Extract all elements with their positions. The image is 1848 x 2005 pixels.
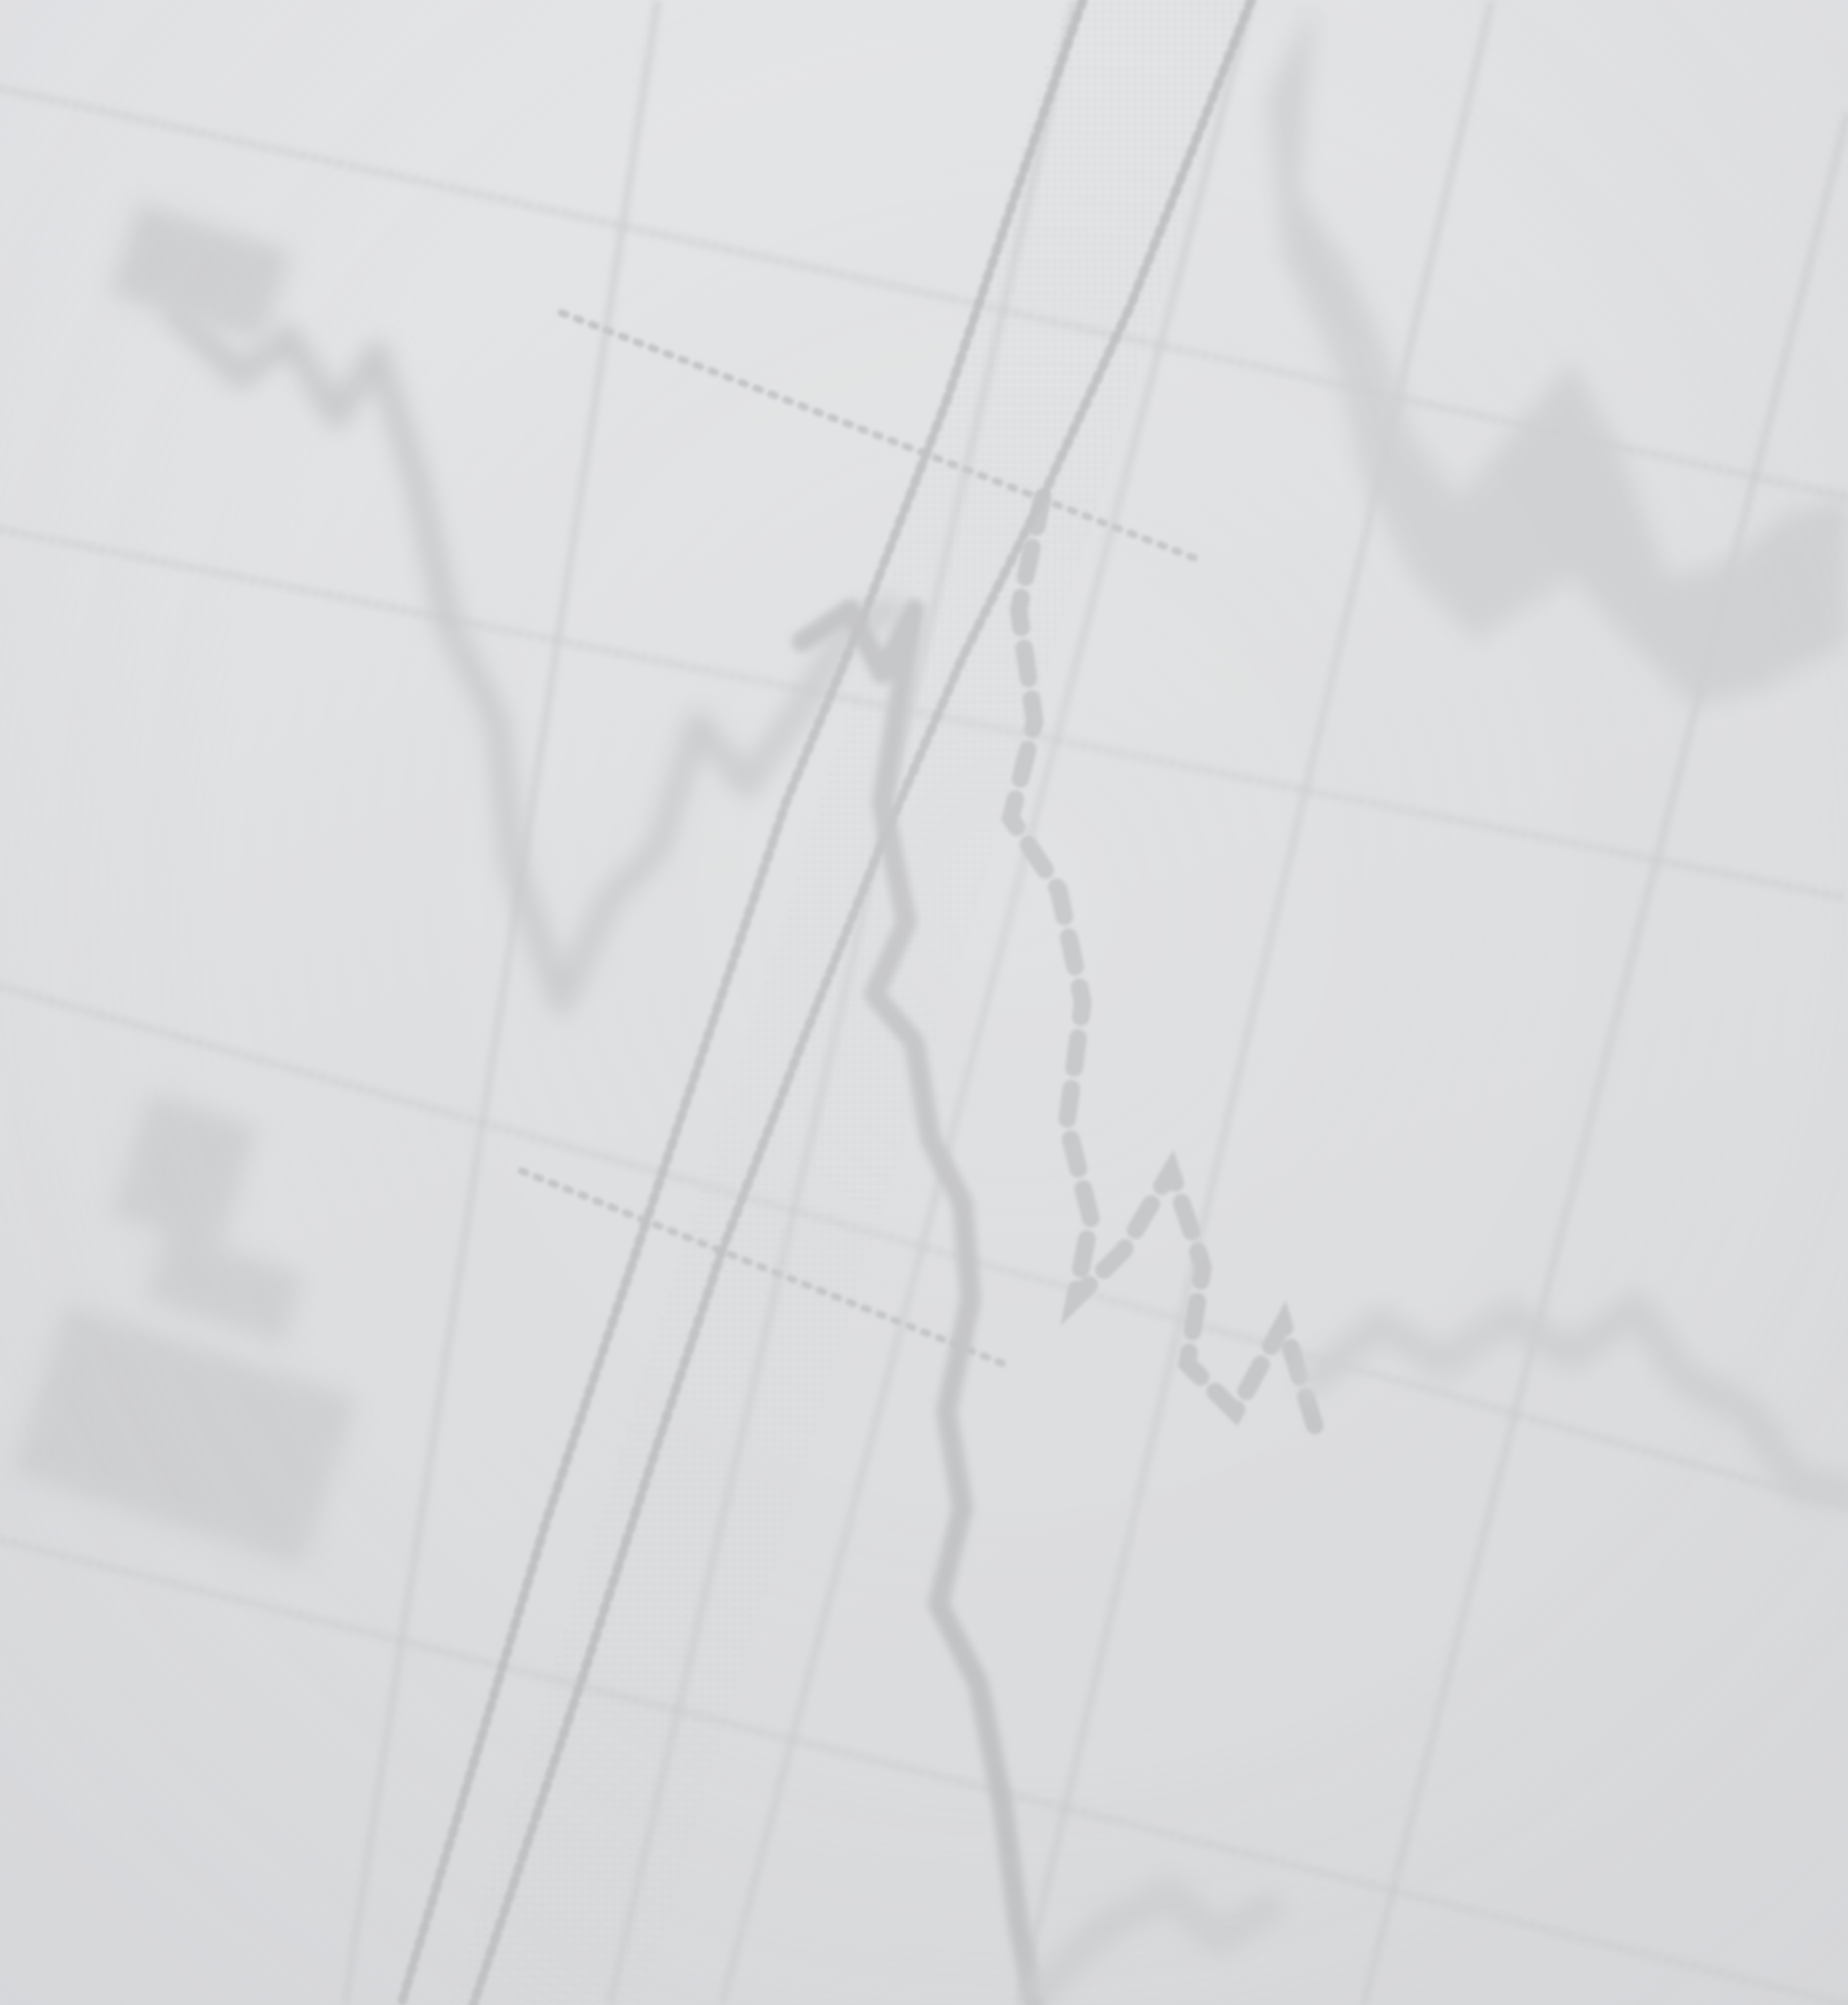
blurred-axis-text (12, 202, 357, 1567)
price-line-left (164, 301, 902, 1015)
grid-vertical (342, 0, 1848, 2005)
price-line-dashed (1001, 488, 1324, 1436)
price-line-center (792, 599, 1045, 2005)
price-line-right (1027, 1291, 1848, 2005)
grid-horizontal-sharp (517, 309, 1207, 1367)
price-area-top-right (1267, 0, 1848, 706)
price-line-thin (396, 0, 1256, 2005)
